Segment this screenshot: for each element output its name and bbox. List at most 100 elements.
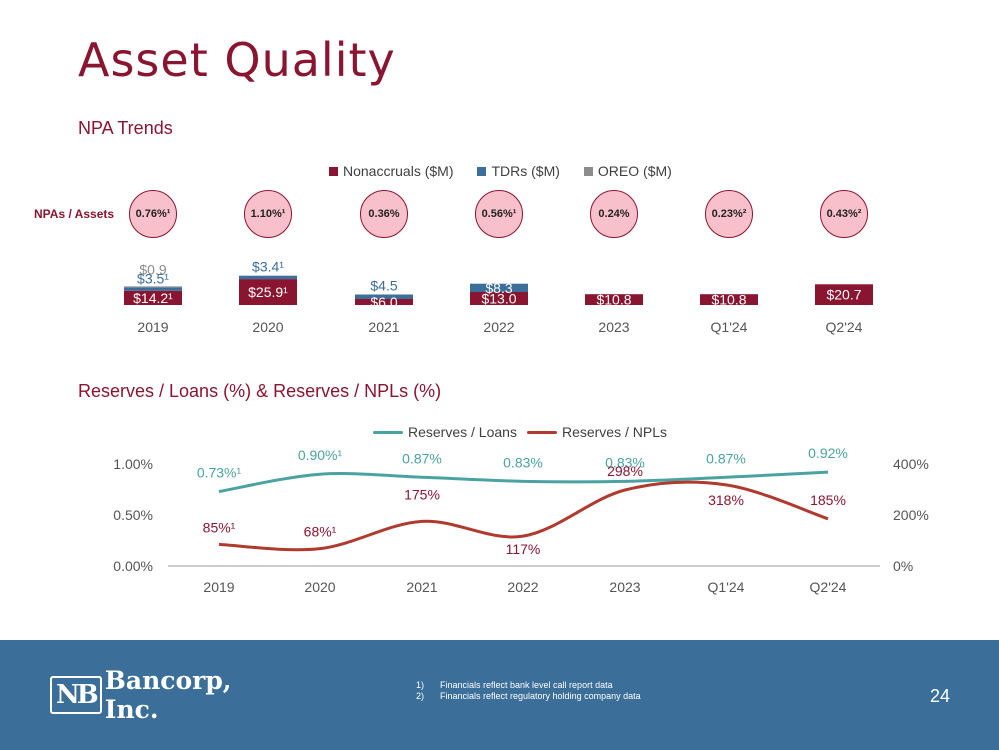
bar-label-nonaccruals: $10.8 <box>596 292 631 308</box>
bar-category-label: Q2'24 <box>826 319 863 335</box>
npa-ratio-bubble: 0.36% <box>360 190 408 238</box>
bar-category-label: Q1'24 <box>711 319 748 335</box>
npa-ratio-label: NPAs / Assets <box>34 207 115 221</box>
line-category-label: Q1'24 <box>708 579 745 595</box>
line-category-label: 2020 <box>304 579 335 595</box>
line-legend: Reserves / Loans Reserves / NPLs <box>373 424 685 440</box>
line-category-label: 2021 <box>406 579 437 595</box>
reserves-loans-label: 0.87% <box>706 450 746 466</box>
bar-label-tdrs: $8.3 <box>485 280 512 296</box>
line-category-label: 2022 <box>507 579 538 595</box>
page-number: 24 <box>930 686 951 706</box>
bar-segment-tdrs <box>470 283 528 292</box>
legend-tdrs: TDRs ($M) <box>477 163 560 179</box>
bar-category-label: 2020 <box>252 319 283 335</box>
bar-category-label: 2022 <box>483 319 514 335</box>
left-axis-tick: 0.00% <box>113 558 153 574</box>
line-category-label: Q2'24 <box>810 579 847 595</box>
logo-name: Bancorp, Inc. <box>104 666 232 724</box>
legend-tdrs-label: TDRs ($M) <box>491 163 560 179</box>
npa-ratio-bubble: 0.23%² <box>705 190 753 238</box>
footnote-1: 1) Financials reflect bank level call rep… <box>416 680 613 690</box>
reserves-line-chart: 0.00% 0.50% 1.00% 0% 200% 400% 2019 2020 2021 202… <box>113 445 929 595</box>
left-axis-tick: 1.00% <box>113 456 153 472</box>
bar-segment-nonaccruals <box>124 290 182 305</box>
bar-label-tdrs: $3.5¹ <box>137 270 169 286</box>
bar-label-nonaccruals: $13.0 <box>481 291 516 307</box>
reserves-npls-label: 318% <box>708 492 744 508</box>
legend-nonaccruals-swatch <box>329 166 338 176</box>
reserves-npls-label: 68%¹ <box>304 524 337 540</box>
reserves-loans-label: 0.83% <box>503 454 543 470</box>
reserves-npls-label: 185% <box>810 492 846 508</box>
bar-label-tdrs: $4.5 <box>370 278 397 294</box>
npa-ratio-bubble: 1.10%¹ <box>244 190 292 238</box>
footnote-1-text: Financials reflect bank level call repor… <box>440 680 613 690</box>
line-category-label: 2023 <box>609 579 640 595</box>
footnote-2: 2) Financials reflect regulatory holding … <box>416 691 641 701</box>
logo-mark: NB <box>50 676 102 714</box>
npa-ratio-bubble: 0.56%¹ <box>475 190 523 238</box>
npa-bar-chart: $14.2¹ $3.5¹$0.9 2019 $25.9¹ $3.4¹ 2020 $6.0$4… <box>124 259 873 335</box>
right-axis-tick: 0% <box>893 558 913 574</box>
npa-ratio-bubble: 0.24% <box>590 190 638 238</box>
bar-segment-nonaccruals <box>585 294 643 305</box>
bar-category-label: 2019 <box>137 319 168 335</box>
reserves-loans-line <box>218 470 829 494</box>
bar-segment-nonaccruals <box>239 279 297 305</box>
legend-reserves-npls-line <box>526 430 557 434</box>
bar-segment-nonaccruals <box>470 292 528 305</box>
npa-ratio-bubble: 0.43%² <box>820 190 868 238</box>
bar-segment-tdrs <box>239 275 297 280</box>
reserves-npls-label: 175% <box>404 486 440 502</box>
legend-nonaccruals-label: Nonaccruals ($M) <box>343 163 454 179</box>
company-logo: NB Bancorp, Inc. <box>50 666 268 724</box>
npa-section-title: NPA Trends <box>78 118 173 138</box>
bar-segment-tdrs <box>124 287 182 291</box>
reserves-loans-label: 0.87% <box>402 450 442 466</box>
npa-ratio-bubble: 0.76%¹ <box>129 190 177 238</box>
reserves-npls-label: 298% <box>607 463 643 479</box>
legend-reserves-npls-label: Reserves / NPLs <box>561 424 667 440</box>
reserves-loans-label: 0.83% <box>605 454 645 470</box>
reserves-section-title: Reserves / Loans (%) & Reserves / NPLs (… <box>78 381 442 401</box>
bar-label-nonaccruals: $14.2¹ <box>133 290 173 306</box>
bar-label-nonaccruals: $25.9¹ <box>248 284 288 300</box>
reserves-loans-label: 0.92% <box>808 445 848 461</box>
legend-oreo: OREO ($M) <box>583 163 672 179</box>
legend-nonaccruals: Nonaccruals ($M) <box>329 163 453 179</box>
page-title: Asset Quality <box>78 33 396 87</box>
reserves-loans-label: 0.73%¹ <box>197 465 242 481</box>
bar-label-oreo: $0.9 <box>139 261 166 277</box>
legend-reserves-loans-line <box>373 430 403 434</box>
footnote-1-num: 1) <box>416 680 425 690</box>
bar-segment-nonaccruals <box>700 294 758 305</box>
footnote-2-text: Financials reflect regulatory holding co… <box>440 691 641 701</box>
legend-oreo-swatch <box>583 166 593 176</box>
bar-label-tdrs: $3.4¹ <box>252 259 284 275</box>
legend-reserves-loans: Reserves / Loans <box>373 424 517 440</box>
legend-tdrs-swatch <box>477 166 487 176</box>
legend-oreo-label: OREO ($M) <box>597 163 672 179</box>
bar-category-label: 2021 <box>368 319 399 335</box>
bar-category-label: 2023 <box>598 319 629 335</box>
reserves-npls-line <box>218 480 829 552</box>
bar-segment-tdrs <box>355 294 413 299</box>
reserves-loans-label: 0.90%¹ <box>298 447 343 463</box>
footer-band <box>0 640 999 750</box>
bar-segment-oreo <box>124 286 182 288</box>
bar-label-nonaccruals: $6.0 <box>370 294 397 310</box>
bar-segment-nonaccruals <box>355 299 413 305</box>
footnote-2-num: 2) <box>416 691 425 701</box>
reserves-npls-label: 117% <box>506 541 541 557</box>
reserves-npls-label: 85%¹ <box>203 519 236 535</box>
line-category-label: 2019 <box>203 579 234 595</box>
left-axis-tick: 0.50% <box>113 507 153 523</box>
right-axis-tick: 400% <box>893 456 929 472</box>
right-axis-tick: 200% <box>893 507 929 523</box>
bar-legend: Nonaccruals ($M) TDRs ($M) OREO ($M) <box>329 163 690 179</box>
legend-reserves-loans-label: Reserves / Loans <box>408 424 517 440</box>
bar-segment-nonaccruals <box>815 284 873 305</box>
bar-label-nonaccruals: $20.7 <box>826 287 861 303</box>
bar-label-nonaccruals: $10.8 <box>711 292 746 308</box>
